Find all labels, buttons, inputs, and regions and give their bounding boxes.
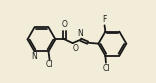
Text: N: N (31, 52, 37, 61)
Text: O: O (62, 20, 68, 29)
Text: Cl: Cl (102, 64, 110, 73)
Text: O: O (73, 44, 79, 53)
Text: F: F (102, 15, 107, 24)
Text: N: N (78, 29, 83, 38)
Text: Cl: Cl (46, 60, 53, 69)
